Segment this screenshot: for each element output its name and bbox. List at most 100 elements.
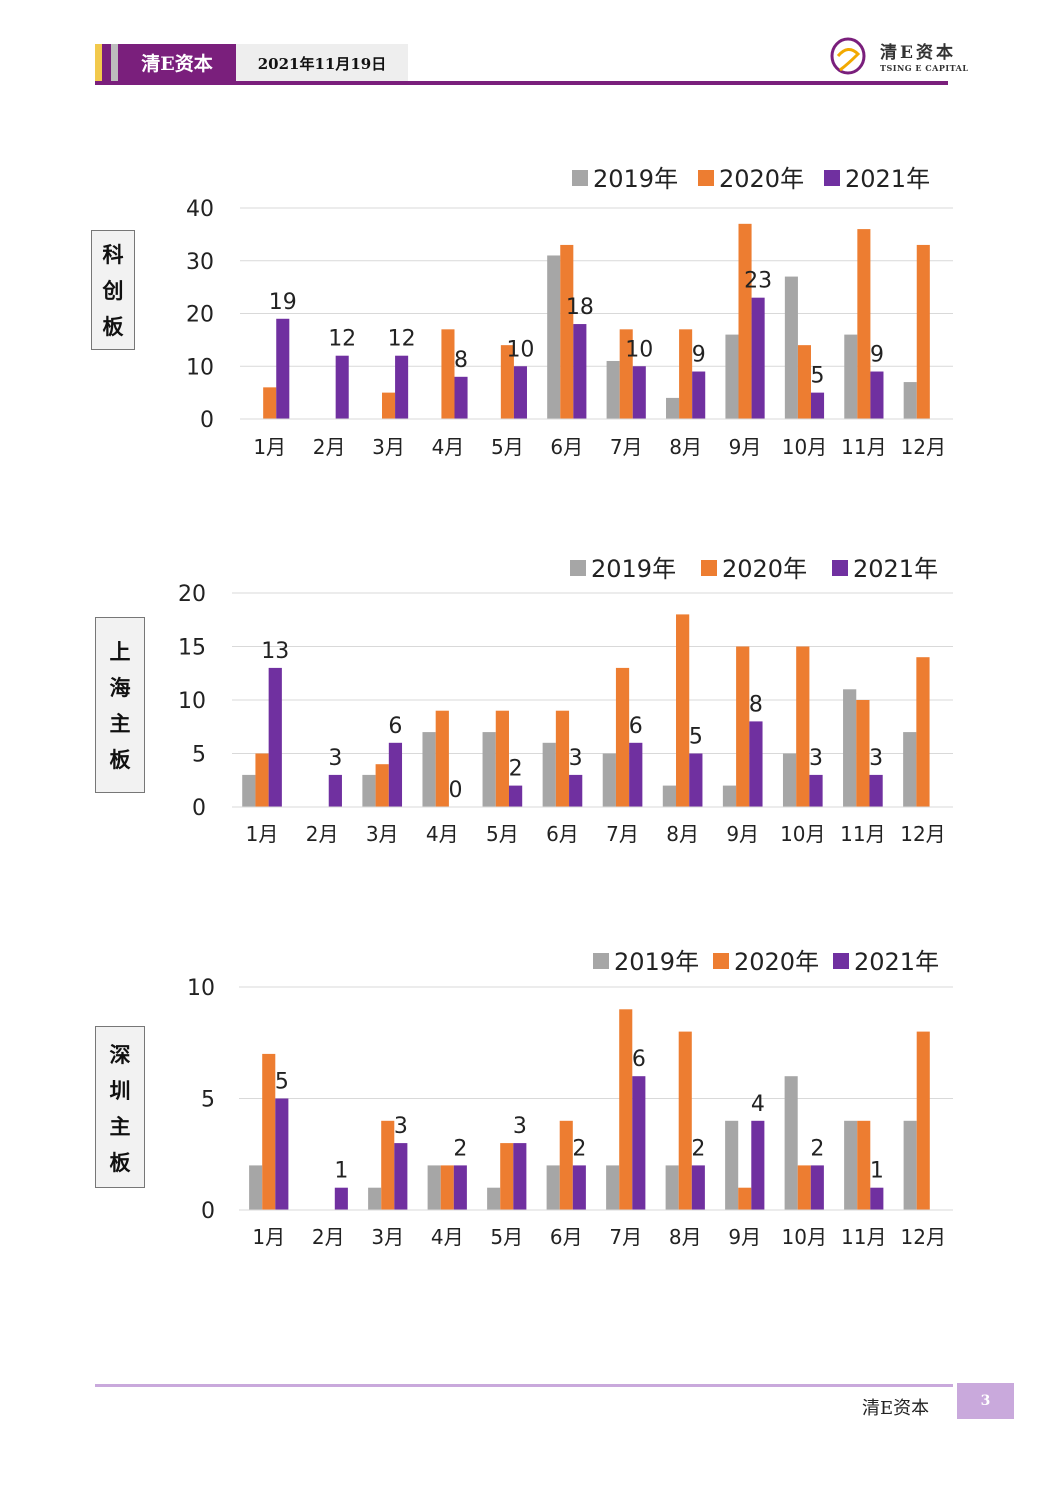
bar-2020年-9月 bbox=[738, 223, 752, 419]
side-label-char: 深 bbox=[109, 1043, 131, 1067]
bar-2019年-1月 bbox=[249, 1165, 263, 1210]
y-tick-label: 30 bbox=[186, 250, 214, 275]
bar-2019年-5月 bbox=[487, 1187, 501, 1210]
x-tick-label: 12月 bbox=[901, 435, 946, 459]
bar-2020年-12月 bbox=[916, 244, 930, 419]
data-label: 6 bbox=[629, 714, 643, 739]
bar-2020年-3月 bbox=[375, 764, 389, 807]
legend-label: 2020年 bbox=[719, 165, 804, 193]
side-label-char: 板 bbox=[109, 1151, 131, 1175]
data-label: 5 bbox=[275, 1070, 289, 1095]
x-tick-label: 12月 bbox=[901, 1225, 946, 1249]
x-tick-label: 2月 bbox=[312, 1225, 345, 1249]
legend-label: 2019年 bbox=[614, 948, 699, 976]
bar-2021年-2月 bbox=[335, 355, 349, 419]
bar-2019年-7月 bbox=[606, 1165, 620, 1210]
legend-label: 2020年 bbox=[722, 555, 807, 583]
bar-2020年-12月 bbox=[916, 657, 930, 807]
bar-2020年-11月 bbox=[857, 1120, 871, 1210]
bar-2021年-6月 bbox=[573, 324, 587, 419]
bar-2021年-9月 bbox=[751, 1120, 765, 1210]
data-label: 8 bbox=[749, 692, 763, 717]
side-label-char: 板 bbox=[102, 315, 124, 339]
bar-2020年-6月 bbox=[559, 1120, 573, 1210]
x-tick-label: 10月 bbox=[782, 1225, 827, 1249]
bar-2019年-7月 bbox=[606, 360, 620, 419]
bar-2021年-7月 bbox=[629, 742, 643, 807]
data-label: 3 bbox=[513, 1114, 527, 1139]
bar-2021年-11月 bbox=[870, 371, 884, 419]
x-tick-label: 4月 bbox=[426, 822, 459, 846]
x-tick-label: 2月 bbox=[306, 822, 339, 846]
data-label: 2 bbox=[810, 1136, 824, 1161]
data-label: 3 bbox=[328, 746, 342, 771]
x-tick-label: 3月 bbox=[366, 822, 399, 846]
x-tick-label: 6月 bbox=[546, 822, 579, 846]
legend-label: 2021年 bbox=[853, 555, 938, 583]
bar-2019年-12月 bbox=[903, 732, 917, 807]
data-label: 9 bbox=[870, 343, 884, 368]
y-tick-label: 10 bbox=[178, 689, 206, 714]
x-tick-label: 7月 bbox=[609, 1225, 642, 1249]
y-tick-label: 20 bbox=[178, 582, 206, 607]
data-label: 23 bbox=[744, 269, 772, 294]
bar-2021年-2月 bbox=[328, 774, 342, 807]
page-number: 3 bbox=[957, 1383, 1014, 1419]
bar-2019年-3月 bbox=[362, 774, 376, 807]
bar-2020年-10月 bbox=[797, 1165, 811, 1210]
side-label-char: 圳 bbox=[109, 1079, 131, 1103]
bar-2019年-12月 bbox=[903, 382, 917, 419]
x-tick-label: 1月 bbox=[253, 435, 286, 459]
legend-swatch bbox=[832, 560, 848, 576]
bar-2021年-8月 bbox=[692, 371, 706, 419]
data-label: 3 bbox=[869, 746, 883, 771]
bar-2019年-9月 bbox=[725, 1120, 739, 1210]
side-label-char: 上 bbox=[109, 640, 131, 664]
bar-2021年-8月 bbox=[689, 753, 703, 807]
data-label: 3 bbox=[569, 746, 583, 771]
data-label: 12 bbox=[328, 327, 356, 352]
legend-swatch bbox=[698, 170, 714, 186]
x-tick-label: 11月 bbox=[841, 1225, 886, 1249]
x-tick-label: 11月 bbox=[840, 822, 885, 846]
bar-2020年-6月 bbox=[560, 244, 574, 419]
bar-2020年-9月 bbox=[738, 1187, 752, 1210]
bar-2021年-2月 bbox=[334, 1187, 348, 1210]
y-tick-label: 20 bbox=[186, 303, 214, 328]
data-label: 2 bbox=[572, 1136, 586, 1161]
data-label: 10 bbox=[625, 337, 653, 362]
bar-2020年-5月 bbox=[500, 345, 514, 419]
side-label-char: 主 bbox=[109, 712, 131, 736]
bar-2020年-11月 bbox=[857, 229, 871, 419]
bar-2020年-5月 bbox=[500, 1143, 514, 1210]
y-tick-label: 5 bbox=[192, 743, 206, 768]
legend-swatch bbox=[570, 560, 586, 576]
bar-2021年-4月 bbox=[453, 1165, 467, 1210]
bar-2020年-1月 bbox=[263, 387, 277, 419]
x-tick-label: 9月 bbox=[728, 1225, 761, 1249]
bar-2021年-1月 bbox=[268, 667, 282, 807]
bar-2021年-10月 bbox=[810, 1165, 824, 1210]
bar-2019年-10月 bbox=[782, 753, 797, 807]
data-label: 3 bbox=[394, 1114, 408, 1139]
data-label: 2 bbox=[509, 757, 523, 782]
bar-2020年-10月 bbox=[796, 646, 810, 807]
bar-2020年-4月 bbox=[440, 1165, 454, 1210]
bar-2019年-6月 bbox=[542, 742, 556, 807]
header-stripe-grey bbox=[111, 44, 118, 84]
bar-2019年-3月 bbox=[368, 1187, 382, 1210]
bar-2021年-5月 bbox=[513, 366, 527, 419]
x-tick-label: 7月 bbox=[606, 822, 639, 846]
legend-label: 2019年 bbox=[593, 165, 678, 193]
y-tick-label: 10 bbox=[186, 355, 214, 380]
x-tick-label: 9月 bbox=[729, 435, 762, 459]
bar-2021年-5月 bbox=[508, 785, 523, 807]
header-brand: 清E资本 bbox=[118, 44, 236, 84]
x-tick-label: 3月 bbox=[371, 1225, 404, 1249]
bar-2021年-6月 bbox=[569, 774, 583, 807]
legend-swatch bbox=[713, 953, 729, 969]
x-tick-label: 6月 bbox=[550, 1225, 583, 1249]
x-tick-label: 8月 bbox=[669, 435, 702, 459]
bar-2021年-10月 bbox=[809, 774, 823, 807]
x-tick-label: 8月 bbox=[669, 1225, 702, 1249]
